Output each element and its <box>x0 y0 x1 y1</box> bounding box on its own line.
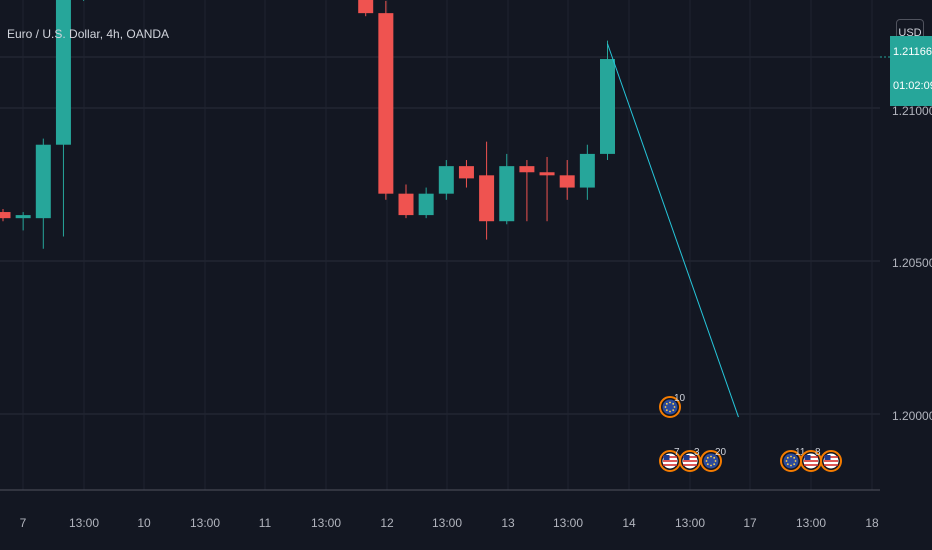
us-stripe <box>824 464 838 466</box>
eu-star <box>713 456 716 459</box>
x-tick-label: 13:00 <box>674 516 706 530</box>
us-stripe <box>663 456 677 458</box>
candle-body <box>499 166 515 222</box>
x-tick-label: 7 <box>19 516 27 530</box>
event-marker: 20 <box>700 447 727 472</box>
eu-star <box>665 409 668 412</box>
eu-star <box>665 402 668 405</box>
us-stripe <box>683 456 697 458</box>
us-stripe <box>683 460 697 462</box>
candle-body <box>398 193 414 216</box>
candle-body <box>55 0 71 145</box>
candle-body <box>559 175 575 188</box>
eu-star <box>786 456 789 459</box>
bar-countdown: 01:02:09 <box>893 80 932 92</box>
eu-star <box>793 456 796 459</box>
us-stripe <box>663 464 677 466</box>
eu-star <box>713 463 716 466</box>
event-count: 7 <box>674 447 680 458</box>
symbol-legend[interactable]: Euro / U.S. Dollar, 4h, OANDA <box>7 27 170 41</box>
event-count: 10 <box>674 393 686 404</box>
event-count: 20 <box>715 447 727 458</box>
x-tick-label: 13 <box>501 516 515 530</box>
candle-body <box>15 215 31 219</box>
candle-body <box>458 166 474 179</box>
x-tick-label: 13:00 <box>189 516 221 530</box>
us-canton <box>663 455 670 460</box>
candle-body <box>579 153 595 188</box>
x-tick-label: 13:00 <box>310 516 342 530</box>
eu-star <box>669 401 671 404</box>
event-count: 3 <box>694 447 700 458</box>
x-tick-label: 13:00 <box>431 516 463 530</box>
trend-line-segment <box>607 43 739 418</box>
us-stripe <box>683 464 697 466</box>
eu-star <box>673 406 676 408</box>
event-marker <box>820 450 842 472</box>
candle-body <box>35 144 51 219</box>
candle-body <box>539 172 555 176</box>
eu-star <box>672 409 675 412</box>
eu-star <box>669 410 671 413</box>
us-stripe <box>804 464 818 466</box>
x-tick-label: 13:00 <box>552 516 584 530</box>
y-tick-label: 1.21000 <box>892 104 932 118</box>
event-count: 11 <box>795 447 806 458</box>
last-price: 1.21166 <box>893 46 932 58</box>
candle-body <box>519 166 535 173</box>
eu-star <box>790 464 792 467</box>
event-count: 8 <box>815 447 821 458</box>
trend-line[interactable] <box>607 43 739 418</box>
eu-star <box>706 463 709 466</box>
x-tick-label: 17 <box>743 516 757 530</box>
candle-body <box>600 59 615 154</box>
y-tick-label: 1.20500 <box>892 256 932 270</box>
candle-body <box>0 212 11 219</box>
x-tick-label: 11 <box>258 516 272 530</box>
eu-star <box>785 460 788 462</box>
eu-star <box>794 460 797 462</box>
eu-star <box>714 460 717 462</box>
eu-star <box>672 402 675 405</box>
eu-star <box>705 460 708 462</box>
x-tick-label: 18 <box>865 516 879 530</box>
last-price-tag: 1.21166 01:02:09 <box>890 36 932 106</box>
us-canton <box>804 455 811 460</box>
event-marker: 11 <box>780 447 806 472</box>
us-stripe <box>804 460 818 462</box>
event-marker: 10 <box>659 393 686 418</box>
grid <box>0 0 932 490</box>
economic-events: 10 7 3 20 11 8 <box>659 393 842 472</box>
candle-body <box>438 166 454 194</box>
us-canton <box>683 455 690 460</box>
us-canton <box>824 455 831 460</box>
us-stripe <box>663 460 677 462</box>
eu-star <box>793 463 796 466</box>
candle-body <box>378 13 394 194</box>
candle-body <box>358 0 374 14</box>
candle-body <box>479 175 495 222</box>
us-stripe <box>824 456 838 458</box>
us-stripe <box>804 456 818 458</box>
x-tick-label: 14 <box>622 516 636 530</box>
eu-star <box>786 463 789 466</box>
candles <box>0 0 615 249</box>
x-tick-label: 13:00 <box>68 516 100 530</box>
x-tick-label: 13:00 <box>795 516 827 530</box>
eu-star <box>710 464 712 467</box>
candle-body <box>418 193 434 216</box>
eu-star <box>664 406 667 408</box>
eu-star <box>706 456 709 459</box>
x-tick-label: 12 <box>380 516 394 530</box>
eu-star <box>790 455 792 458</box>
eu-star <box>710 455 712 458</box>
x-tick-label: 10 <box>137 516 151 530</box>
y-tick-label: 1.20000 <box>892 409 932 423</box>
us-stripe <box>824 460 838 462</box>
